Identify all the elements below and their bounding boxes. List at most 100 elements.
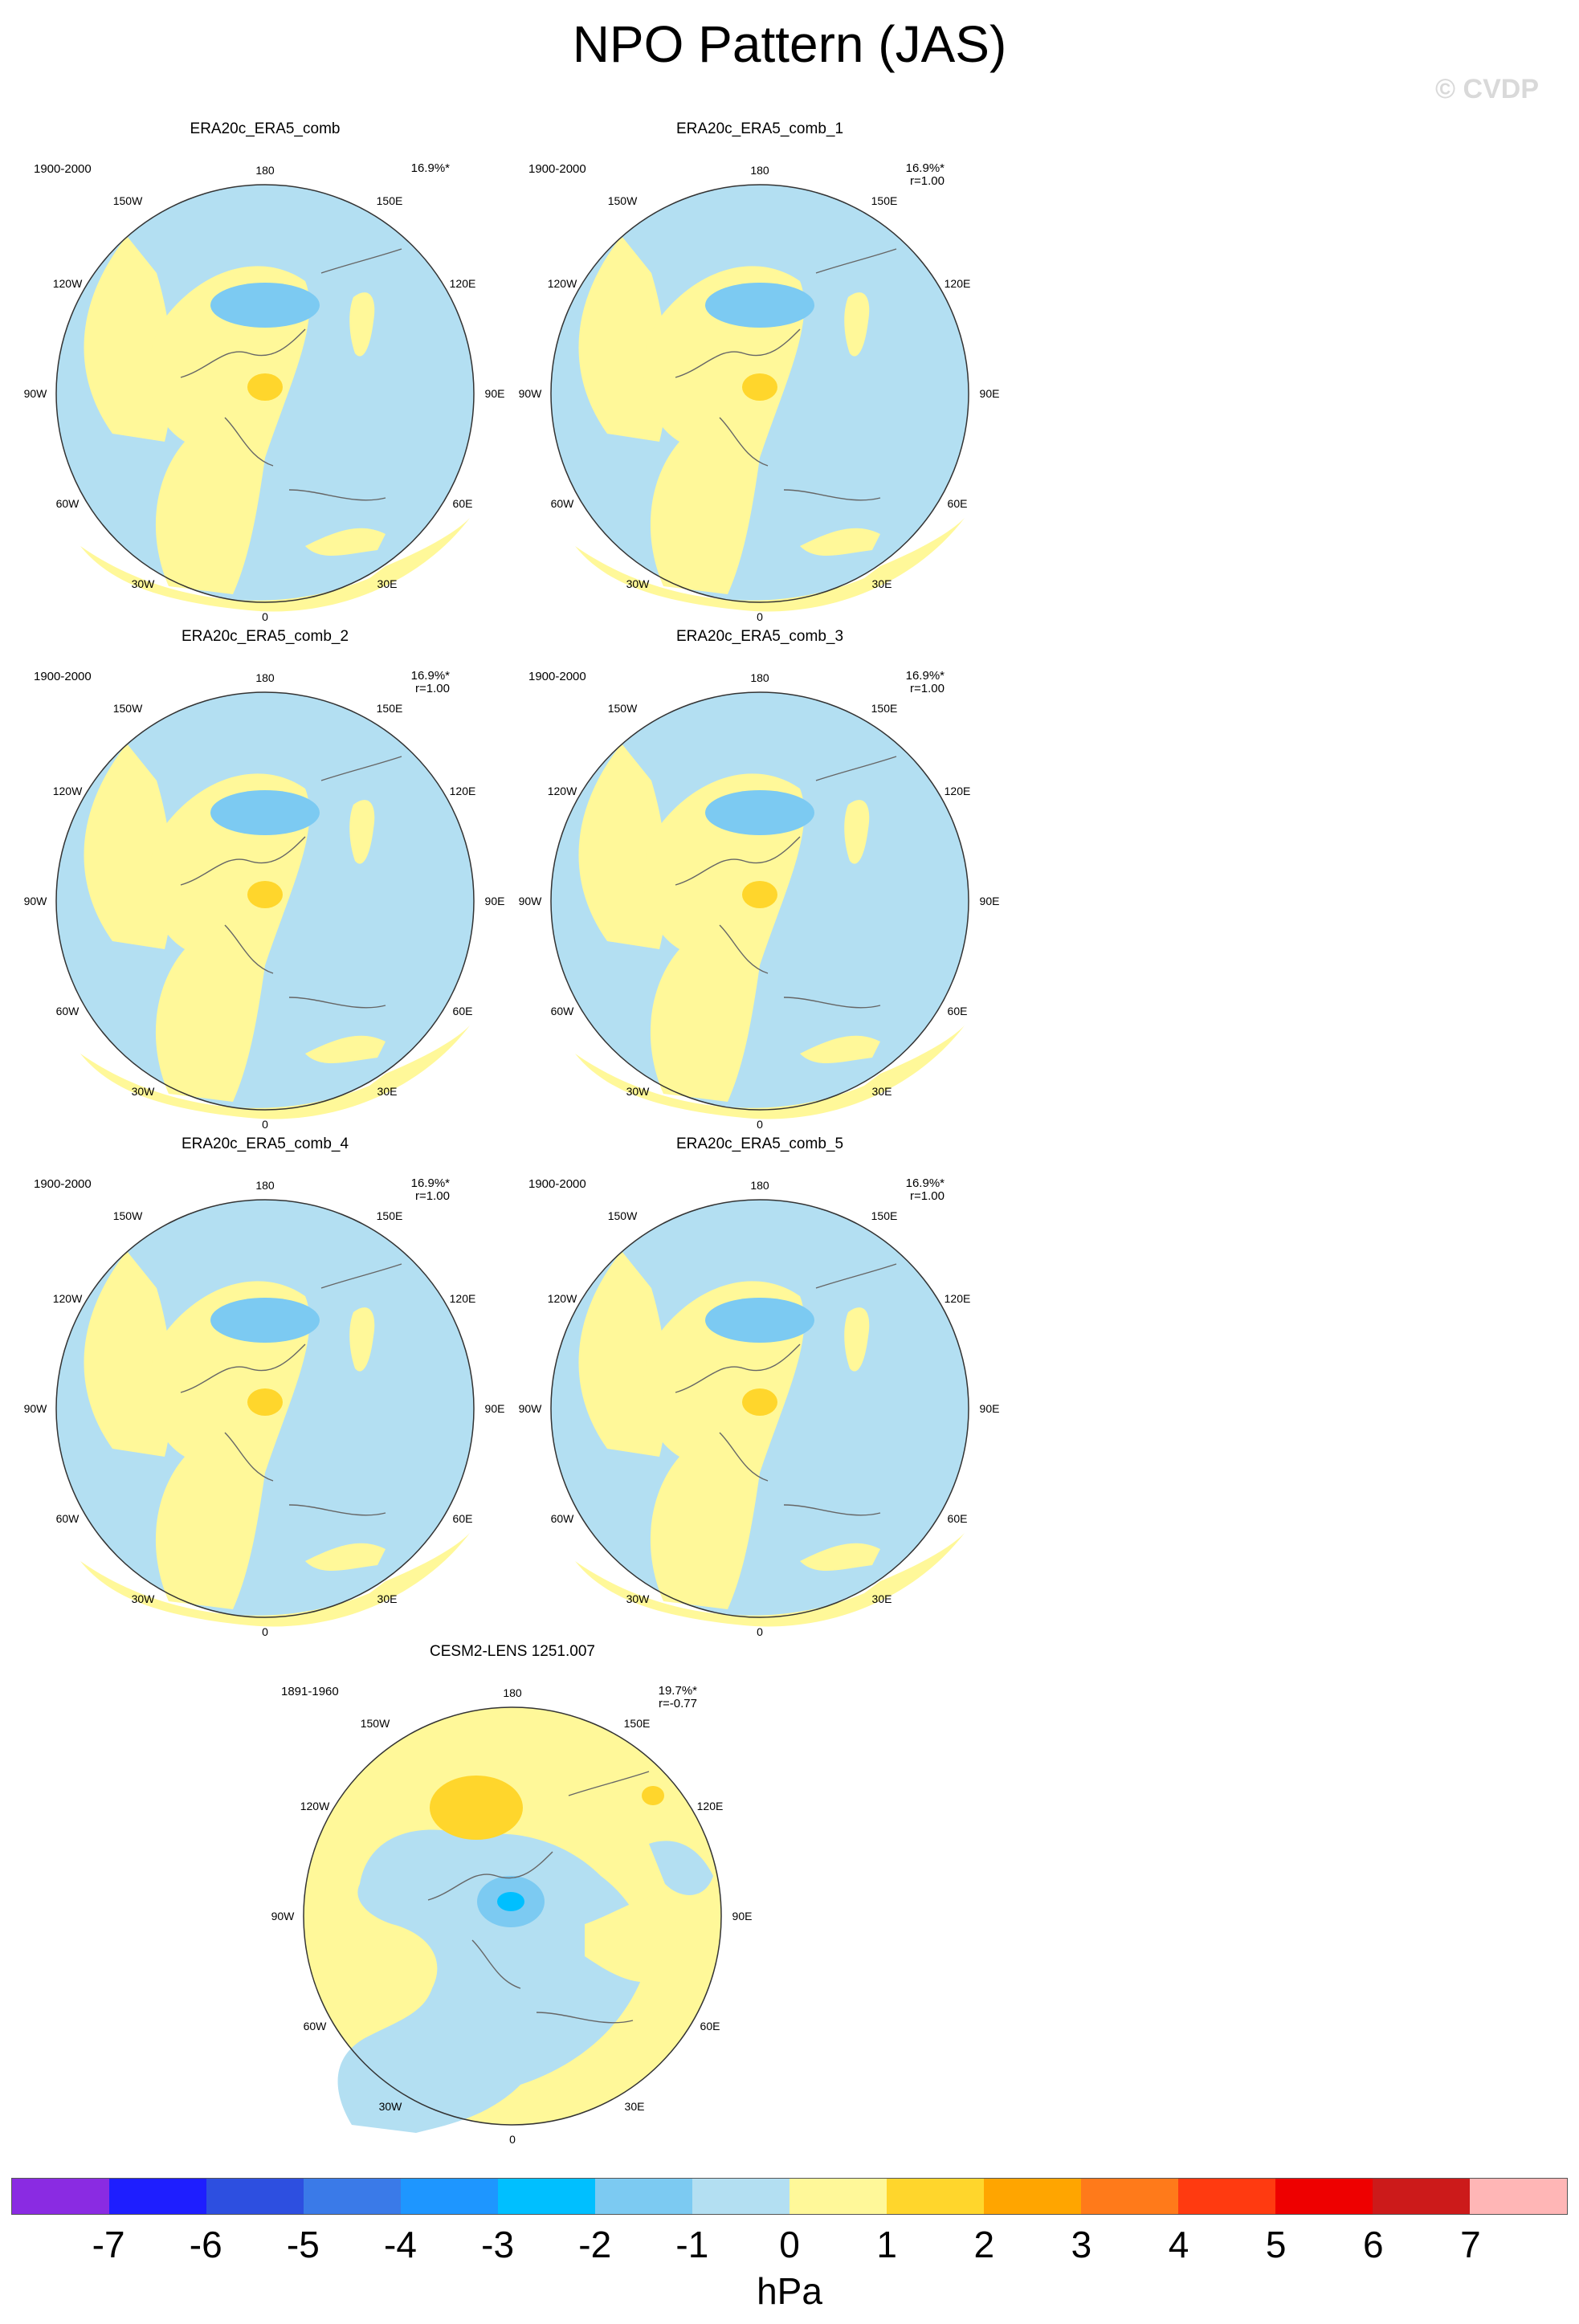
map-panel: ERA20c_ERA5_comb 1900-2000 16.9%* 180 150…	[0, 120, 546, 623]
longitude-label: 150E	[871, 194, 898, 207]
variance-explained: 19.7%*	[658, 1684, 697, 1698]
panel-period: 1900-2000	[528, 162, 586, 176]
colorbar-tick-label: -3	[481, 2224, 515, 2265]
variance-explained: 16.9%*	[905, 669, 945, 683]
polar-map	[55, 691, 475, 1119]
colorbar-unit: hPa	[757, 2270, 822, 2312]
polar-map	[55, 1199, 475, 1627]
longitude-label: 120E	[449, 1292, 476, 1305]
variance-explained: 16.9%*	[410, 1176, 450, 1190]
map-panel: ERA20c_ERA5_comb_3 1900-2000 16.9%* r=1.…	[479, 628, 1041, 1131]
colorbar-swatch	[109, 2179, 206, 2214]
longitude-label: 0	[757, 1625, 763, 1638]
longitude-label: 150W	[360, 1717, 390, 1730]
longitude-label: 180	[750, 671, 769, 684]
longitude-label: 60E	[452, 497, 473, 510]
longitude-label: 150E	[871, 1209, 898, 1222]
colorbar-swatch	[984, 2179, 1081, 2214]
colorbar-tick-label: 1	[876, 2224, 897, 2265]
polar-map	[55, 184, 475, 612]
longitude-label: 120E	[944, 277, 971, 290]
longitude-label: 30W	[378, 2100, 402, 2113]
longitude-label: 150W	[112, 1209, 143, 1222]
longitude-label: 30E	[871, 1592, 892, 1605]
colorbar	[11, 2178, 1568, 2215]
longitude-label: 120E	[696, 1800, 724, 1812]
map-panel: ERA20c_ERA5_comb_2 1900-2000 16.9%* r=1.…	[0, 628, 546, 1131]
colorbar-tick-label: -1	[675, 2224, 709, 2265]
longitude-label: 90W	[23, 895, 47, 907]
longitude-label: 30E	[377, 577, 398, 590]
longitude-label: 90W	[518, 1402, 542, 1415]
colorbar-tick-label: 3	[1071, 2224, 1092, 2265]
panel-period: 1900-2000	[34, 162, 92, 176]
longitude-label: 90W	[518, 387, 542, 400]
map-panel: ERA20c_ERA5_comb_5 1900-2000 16.9%* r=1.…	[479, 1135, 1041, 1638]
colorbar-swatch	[12, 2179, 109, 2214]
colorbar-tick-label: -7	[92, 2224, 125, 2265]
panel-title: ERA20c_ERA5_comb_5	[675, 1135, 844, 1152]
panel-stats: 16.9%* r=1.00	[840, 670, 945, 695]
colorbar-tick-label: 4	[1168, 2224, 1189, 2265]
pattern-correlation: r=1.00	[910, 682, 945, 695]
colorbar-swatch	[1081, 2179, 1178, 2214]
variance-explained: 16.9%*	[905, 1176, 945, 1190]
panel-title: CESM2-LENS 1251.007	[430, 1643, 595, 1660]
longitude-label: 60W	[550, 1512, 574, 1525]
map-panel: ERA20c_ERA5_comb_1 1900-2000 16.9%* r=1.…	[479, 120, 1041, 623]
longitude-label: 120E	[944, 785, 971, 797]
panel-period: 1900-2000	[34, 1177, 92, 1191]
panel-title: ERA20c_ERA5_comb_4	[181, 1135, 349, 1152]
colorbar-swatch	[1470, 2179, 1567, 2214]
longitude-label: 60E	[452, 1512, 473, 1525]
longitude-label: 0	[757, 610, 763, 623]
pattern-correlation: r=1.00	[415, 1189, 450, 1203]
colorbar-swatch	[1178, 2179, 1275, 2214]
colorbar-tick-label: -2	[578, 2224, 612, 2265]
longitude-label: 120E	[449, 277, 476, 290]
longitude-label: 120W	[547, 1292, 577, 1305]
longitude-label: 60W	[55, 1005, 80, 1017]
longitude-label: 30W	[626, 1592, 650, 1605]
pattern-correlation: r=-0.77	[659, 1697, 697, 1710]
longitude-label: 30E	[871, 577, 892, 590]
longitude-label: 180	[503, 1686, 522, 1699]
colorbar-tick-label: -4	[384, 2224, 417, 2265]
longitude-label: 30W	[626, 577, 650, 590]
pattern-correlation: r=1.00	[910, 174, 945, 188]
longitude-label: 150W	[607, 1209, 638, 1222]
longitude-label: 30W	[131, 577, 155, 590]
longitude-label: 180	[750, 164, 769, 177]
longitude-label: 30W	[626, 1085, 650, 1098]
longitude-label: 90E	[732, 1910, 753, 1922]
colorbar-swatch	[692, 2179, 790, 2214]
longitude-label: 30E	[377, 1592, 398, 1605]
longitude-label: 60W	[55, 497, 80, 510]
colorbar-swatch	[401, 2179, 498, 2214]
longitude-label: 150E	[871, 702, 898, 715]
polar-map	[550, 1199, 969, 1627]
colorbar-tick-label: 2	[973, 2224, 995, 2265]
longitude-label: 60E	[700, 2020, 720, 2032]
longitude-label: 120W	[52, 277, 83, 290]
panel-stats: 16.9%* r=1.00	[840, 162, 945, 188]
polar-map	[303, 1706, 722, 2133]
longitude-label: 90W	[518, 895, 542, 907]
longitude-label: 90E	[484, 387, 505, 400]
longitude-label: 60E	[947, 1005, 968, 1017]
panel-title: ERA20c_ERA5_comb_3	[675, 628, 844, 645]
colorbar-swatch	[887, 2179, 984, 2214]
colorbar-swatch	[1373, 2179, 1470, 2214]
panel-title: ERA20c_ERA5_comb_2	[181, 628, 349, 645]
longitude-label: 120W	[300, 1800, 330, 1812]
panel-stats: 16.9%* r=1.00	[345, 1177, 450, 1203]
panel-title: ERA20c_ERA5_comb	[190, 120, 341, 137]
figure-title: NPO Pattern (JAS)	[572, 15, 1007, 73]
panel-period: 1900-2000	[34, 670, 92, 683]
colorbar-tick-label: -5	[286, 2224, 320, 2265]
longitude-label: 0	[509, 2133, 516, 2146]
panel-period: 1900-2000	[528, 1177, 586, 1191]
longitude-label: 60E	[452, 1005, 473, 1017]
longitude-label: 180	[750, 1179, 769, 1192]
longitude-label: 90W	[23, 1402, 47, 1415]
